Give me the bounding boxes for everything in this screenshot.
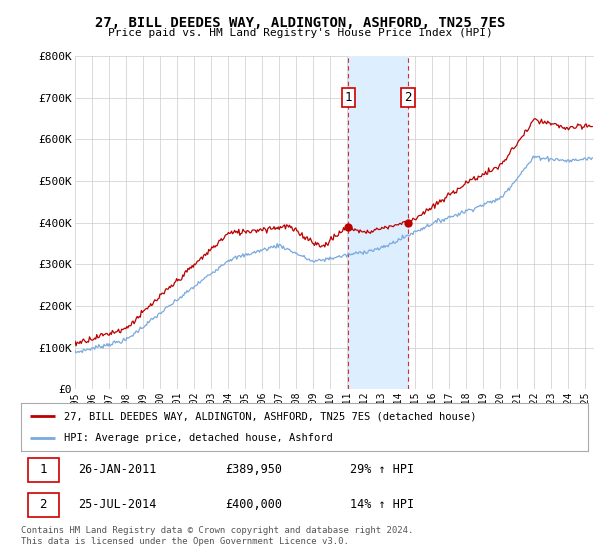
Text: £400,000: £400,000 bbox=[225, 498, 282, 511]
Text: 26-JAN-2011: 26-JAN-2011 bbox=[78, 463, 156, 476]
Bar bbox=[349, 56, 408, 389]
Text: Price paid vs. HM Land Registry's House Price Index (HPI): Price paid vs. HM Land Registry's House … bbox=[107, 28, 493, 38]
Text: 2: 2 bbox=[40, 498, 47, 511]
Text: 1: 1 bbox=[345, 91, 352, 104]
Text: 27, BILL DEEDES WAY, ALDINGTON, ASHFORD, TN25 7ES (detached house): 27, BILL DEEDES WAY, ALDINGTON, ASHFORD,… bbox=[64, 411, 476, 421]
Text: 27, BILL DEEDES WAY, ALDINGTON, ASHFORD, TN25 7ES: 27, BILL DEEDES WAY, ALDINGTON, ASHFORD,… bbox=[95, 16, 505, 30]
Text: Contains HM Land Registry data © Crown copyright and database right 2024.
This d: Contains HM Land Registry data © Crown c… bbox=[21, 526, 413, 546]
Text: 29% ↑ HPI: 29% ↑ HPI bbox=[350, 463, 414, 476]
Text: 1: 1 bbox=[40, 463, 47, 476]
Text: 2: 2 bbox=[404, 91, 412, 104]
Text: 25-JUL-2014: 25-JUL-2014 bbox=[78, 498, 156, 511]
FancyBboxPatch shape bbox=[28, 493, 59, 516]
Text: £389,950: £389,950 bbox=[225, 463, 282, 476]
Text: 14% ↑ HPI: 14% ↑ HPI bbox=[350, 498, 414, 511]
Text: HPI: Average price, detached house, Ashford: HPI: Average price, detached house, Ashf… bbox=[64, 433, 332, 443]
FancyBboxPatch shape bbox=[28, 458, 59, 482]
